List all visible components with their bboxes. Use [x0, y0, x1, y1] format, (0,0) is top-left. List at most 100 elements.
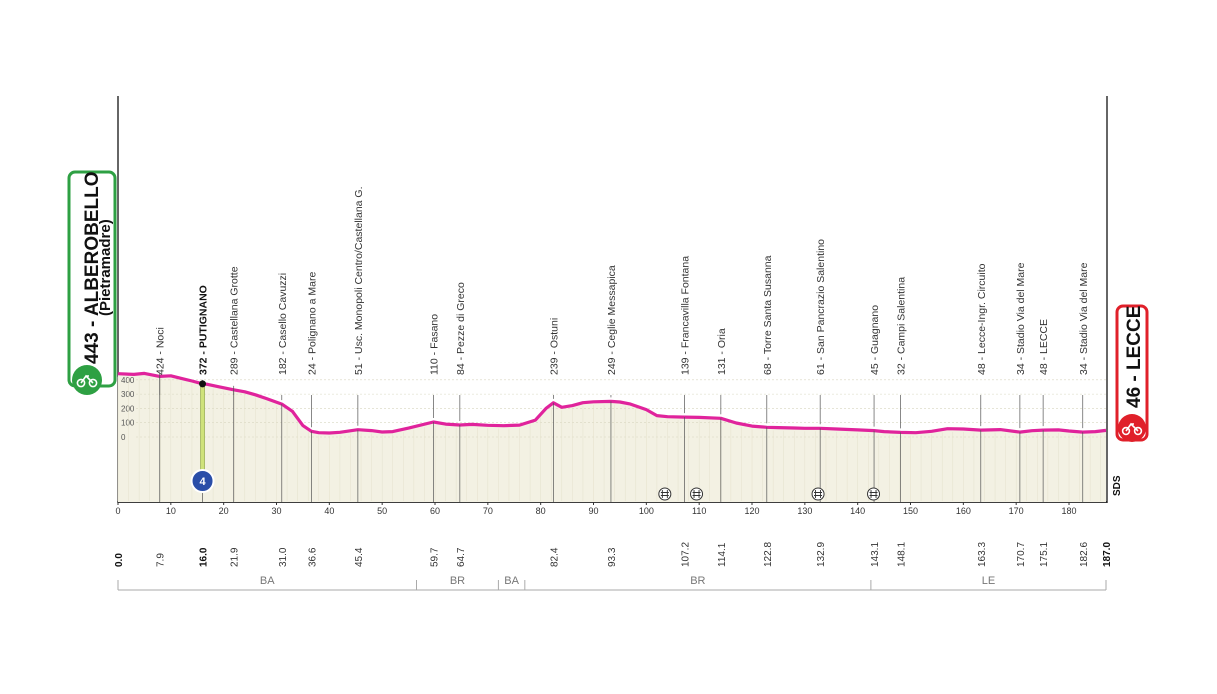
waypoint-km: 175.1: [1039, 542, 1050, 567]
x-tick-label: 40: [324, 506, 334, 516]
waypoint-label: 84 - Pezze di Greco: [455, 282, 467, 375]
x-tick-label: 130: [797, 506, 812, 516]
x-tick-label: 80: [536, 506, 546, 516]
waypoint-label: 182 - Casello Cavuzzi: [277, 273, 289, 375]
x-tick-label: 0: [115, 506, 120, 516]
province-label: BA: [504, 575, 519, 587]
y-tick-200: 200: [121, 404, 135, 413]
province-bar: BA BR BA BR LE: [117, 575, 1107, 591]
waypoint-km: 182.6: [1079, 542, 1090, 567]
x-tick-label: 90: [589, 506, 599, 516]
waypoint-km: 16.0: [199, 547, 210, 567]
waypoint-label: 68 - Torre Santa Susanna: [762, 255, 774, 375]
waypoint-km: 163.3: [977, 542, 988, 567]
waypoint-km: 59.7: [429, 547, 440, 567]
waypoint-km: 45.4: [354, 547, 365, 567]
finish-title: 46 - LECCE: [1124, 306, 1145, 408]
waypoint-km: 170.7: [1016, 542, 1027, 567]
waypoint-label: 239 - Ostuni: [548, 318, 560, 375]
finish-badge: 46 - LECCE: [1115, 304, 1149, 442]
waypoint-label: 249 - Ceglie Messapica: [606, 265, 618, 375]
province-label: BA: [260, 575, 275, 587]
waypoint-km: 7.9: [156, 553, 167, 567]
rail-crossing-glyph: [814, 490, 823, 498]
waypoint-label: 289 - Castellana Grotte: [229, 266, 241, 375]
waypoint-label: 424 - Noci: [155, 327, 167, 375]
waypoint-km: 148.1: [896, 542, 907, 567]
finish-km: 187.0: [1102, 542, 1113, 567]
rail-crossing-icon: [658, 487, 672, 501]
waypoint-label: 48 - Lecce-Ingr. Circuito: [976, 263, 988, 375]
x-tick-label: 140: [850, 506, 865, 516]
waypoint-km: 31.0: [278, 547, 289, 567]
x-tick-label: 10: [166, 506, 176, 516]
x-tick-label: 110: [692, 506, 706, 516]
start-bike-glyph: [76, 374, 98, 388]
waypoint-km: 143.1: [870, 542, 881, 567]
waypoint-km: 132.9: [816, 542, 827, 567]
finish-bike-icon: [1118, 414, 1146, 442]
y-tick-100: 100: [121, 419, 135, 428]
sprint-dot: [199, 380, 207, 388]
waypoint-label: 32 - Campi Salentina: [895, 277, 907, 375]
x-tick-label: 20: [219, 506, 229, 516]
waypoint-km: 122.8: [763, 542, 774, 567]
waypoint-km: 36.6: [307, 547, 318, 567]
province-label: BR: [690, 575, 705, 587]
profile-line: [117, 371, 1107, 435]
finish-bike-glyph: [1121, 422, 1143, 436]
start-subtitle: (Pietramadre): [97, 219, 114, 316]
waypoint-km: 107.2: [680, 542, 691, 567]
province-label: BR: [450, 575, 465, 587]
rail-crossing-glyph: [869, 490, 878, 498]
x-tick-label: 120: [744, 506, 759, 516]
waypoint-km: 21.9: [230, 547, 241, 567]
waypoint-label: 61 - San Pancrazio Salentino: [815, 239, 827, 375]
waypoint-label: 131 - Oria: [716, 328, 728, 375]
x-tick-label: 30: [271, 506, 281, 516]
x-tick-label: 50: [377, 506, 387, 516]
rail-crossing-icon: [690, 487, 704, 501]
waypoint-label: 51 - Usc. Monopoli Centro/Castellana G.: [353, 186, 365, 375]
waypoint-km: 93.3: [607, 547, 618, 567]
rail-crossing-icon: [867, 487, 881, 501]
altitude-grid: 0 100 200 300 400: [117, 376, 1106, 501]
sprint-bar: [200, 383, 205, 475]
y-tick-300: 300: [121, 390, 135, 399]
x-axis: 0 10 20 30 40 50 60 70 80 90 100 110 120 130 140 150 160…: [114, 502, 1113, 567]
y-tick-0: 0: [121, 433, 126, 442]
waypoint-label: 110 - Fasano: [428, 314, 440, 375]
y-tick-400: 400: [121, 376, 135, 385]
x-tick-label: 170: [1009, 506, 1024, 516]
sds-label: SDS: [1112, 475, 1123, 496]
waypoint-label: 34 - Stadio Via del Mare: [1078, 262, 1090, 375]
waypoint-label: 34 - Stadio Via del Mare: [1015, 262, 1027, 375]
waypoint-label: 24 - Polignano a Mare: [306, 272, 318, 375]
rail-crossing-glyph: [660, 490, 669, 498]
waypoint-label: 372 - PUTIGNANO: [198, 285, 210, 375]
x-tick-label: 160: [956, 506, 971, 516]
rail-crossing-icon: [811, 487, 825, 501]
x-tick-label: 180: [1062, 506, 1077, 516]
x-tick-label: 60: [430, 506, 440, 516]
start-badge: 443 - ALBEROBELLO (Pietramadre): [67, 170, 117, 395]
waypoint-km: 82.4: [549, 547, 560, 567]
x-tick-label: 100: [639, 506, 654, 516]
rail-crossing-glyph: [692, 490, 701, 498]
sprint-badge: [190, 469, 215, 493]
waypoints-layer: 424 - Noci 7.9 372 - PUTIGNANO 16.0 289 - Ca…: [155, 186, 1090, 567]
waypoint-label: 48 - LECCE: [1038, 319, 1050, 375]
waypoint-label: 45 - Guagnano: [869, 305, 881, 375]
sprint-badge-label: 4: [199, 476, 206, 488]
profile-area: [118, 373, 1106, 502]
waypoint-km: 114.1: [717, 542, 728, 567]
profile-line-layer: [117, 371, 1107, 435]
x-tick-label: 70: [483, 506, 493, 516]
x-tick-label: 150: [903, 506, 918, 516]
start-bike-icon: [72, 365, 102, 395]
province-label: LE: [982, 575, 995, 587]
start-title: 443 - ALBEROBELLO: [82, 172, 103, 365]
waypoint-km: 64.7: [456, 547, 467, 567]
start-km: 0.0: [114, 553, 125, 567]
